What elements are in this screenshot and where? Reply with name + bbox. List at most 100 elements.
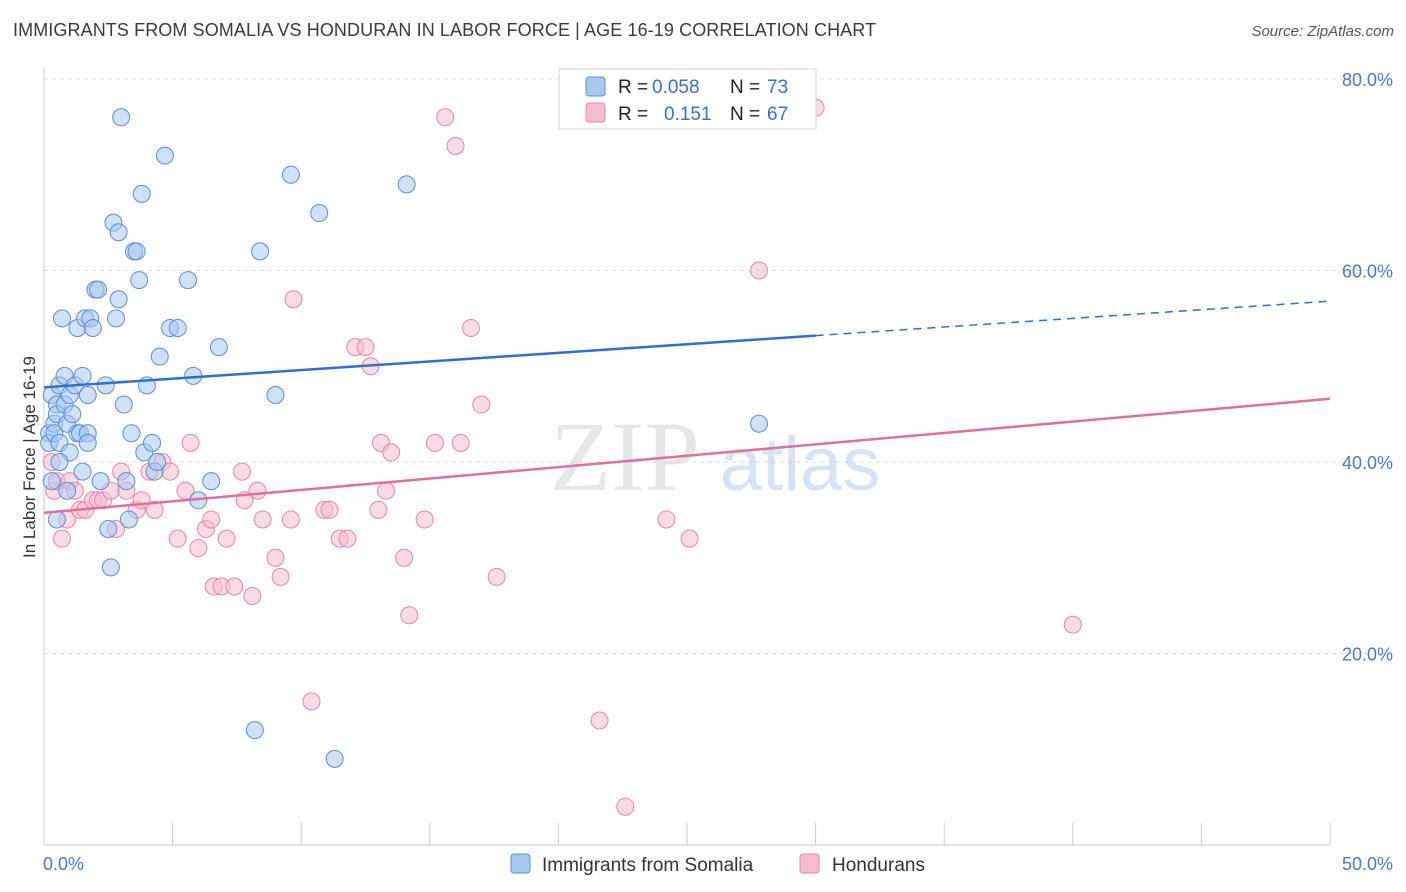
- series-somalia: [40, 108, 769, 768]
- data-point: [233, 462, 252, 481]
- data-point: [284, 290, 303, 309]
- data-point: [78, 433, 97, 452]
- data-point: [63, 405, 82, 424]
- axes: [43, 68, 1331, 846]
- data-point: [461, 318, 480, 337]
- data-point: [382, 443, 401, 462]
- data-point: [119, 510, 138, 529]
- data-point: [750, 261, 769, 280]
- data-point: [91, 472, 110, 491]
- data-point: [217, 529, 236, 548]
- data-point: [1063, 615, 1082, 634]
- data-point: [395, 548, 414, 567]
- legend-r-label-2: R =: [618, 104, 648, 125]
- data-point: [58, 481, 77, 500]
- y-tick-label: 80.0%: [1342, 70, 1393, 90]
- data-point: [616, 797, 635, 816]
- data-point: [42, 472, 61, 491]
- data-point: [750, 414, 769, 433]
- data-point: [266, 548, 285, 567]
- legend-n-value-2: 67: [767, 104, 788, 125]
- data-point: [225, 577, 244, 596]
- data-point: [53, 529, 72, 548]
- data-point: [73, 462, 92, 481]
- legend-n-label-1: N =: [730, 77, 760, 98]
- data-point: [425, 433, 444, 452]
- trend-line-somalia-extension: [815, 300, 1331, 337]
- data-point: [101, 558, 120, 577]
- x-tick-label-max: 50.0%: [1342, 854, 1393, 874]
- data-point: [436, 108, 455, 127]
- data-point: [487, 567, 506, 586]
- y-tick-label: 60.0%: [1342, 262, 1393, 282]
- y-tick-label: 40.0%: [1342, 453, 1393, 473]
- data-point: [281, 165, 300, 184]
- x-tick-label-min: 0.0%: [43, 854, 84, 874]
- top-legend: R = 0.058 N = 73 R = 0.151 N = 67: [558, 68, 817, 130]
- data-point: [338, 529, 357, 548]
- data-point: [179, 271, 198, 290]
- data-point: [680, 529, 699, 548]
- data-point: [109, 290, 128, 309]
- data-point: [248, 481, 267, 500]
- data-point: [189, 539, 208, 558]
- data-point: [243, 587, 262, 606]
- data-point: [590, 711, 609, 730]
- data-point: [397, 175, 416, 194]
- data-point: [181, 433, 200, 452]
- data-point: [53, 309, 72, 328]
- data-point: [130, 271, 149, 290]
- data-point: [302, 692, 321, 711]
- data-point: [112, 108, 131, 127]
- data-point: [209, 338, 228, 357]
- data-point: [168, 529, 187, 548]
- data-point: [73, 366, 92, 385]
- data-point: [266, 385, 285, 404]
- data-point: [96, 376, 115, 395]
- bottom-legend-label-hondurans: Hondurans: [832, 855, 925, 876]
- chart-title: IMMIGRANTS FROM SOMALIA VS HONDURAN IN L…: [13, 20, 877, 40]
- data-point: [117, 472, 136, 491]
- data-point: [47, 510, 66, 529]
- bottom-legend-swatch-somalia: [510, 853, 531, 874]
- legend-n-value-1: 73: [767, 77, 788, 98]
- data-point: [446, 137, 465, 156]
- data-point: [122, 424, 141, 443]
- data-point: [451, 433, 470, 452]
- data-point: [369, 500, 388, 519]
- bottom-legend-swatch-hondurans: [799, 853, 820, 874]
- data-point: [281, 510, 300, 529]
- data-point: [150, 347, 169, 366]
- data-point: [310, 204, 329, 223]
- y-tick-label: 20.0%: [1342, 645, 1393, 665]
- data-point: [245, 721, 264, 740]
- data-point: [148, 453, 167, 471]
- data-point: [83, 318, 102, 337]
- data-point: [155, 146, 174, 165]
- data-point: [78, 385, 97, 404]
- data-point: [89, 280, 108, 299]
- data-point: [132, 184, 151, 203]
- legend-swatch-somalia: [585, 76, 606, 97]
- data-point: [415, 510, 434, 529]
- data-point: [143, 433, 162, 452]
- data-point: [253, 510, 272, 529]
- trend-lines: [43, 300, 1331, 514]
- legend-r-value-2: 0.151: [664, 104, 712, 125]
- source-credit: Source: ZipAtlas.com: [1251, 23, 1394, 40]
- data-point: [168, 318, 187, 337]
- watermark-atlas: atlas: [720, 422, 881, 507]
- bottom-legend: Immigrants from Somalia Hondurans: [510, 853, 925, 876]
- legend-r-value-1: 0.058: [652, 77, 700, 98]
- data-point: [472, 395, 491, 414]
- gridlines: [44, 78, 1393, 654]
- legend-swatch-hondurans: [585, 102, 606, 123]
- trend-line-hondurans: [43, 397, 1331, 514]
- data-point: [356, 338, 375, 357]
- bottom-legend-label-somalia: Immigrants from Somalia: [542, 855, 754, 876]
- data-point: [400, 606, 419, 625]
- data-point: [50, 453, 69, 471]
- data-point: [271, 567, 290, 586]
- data-point: [107, 309, 126, 328]
